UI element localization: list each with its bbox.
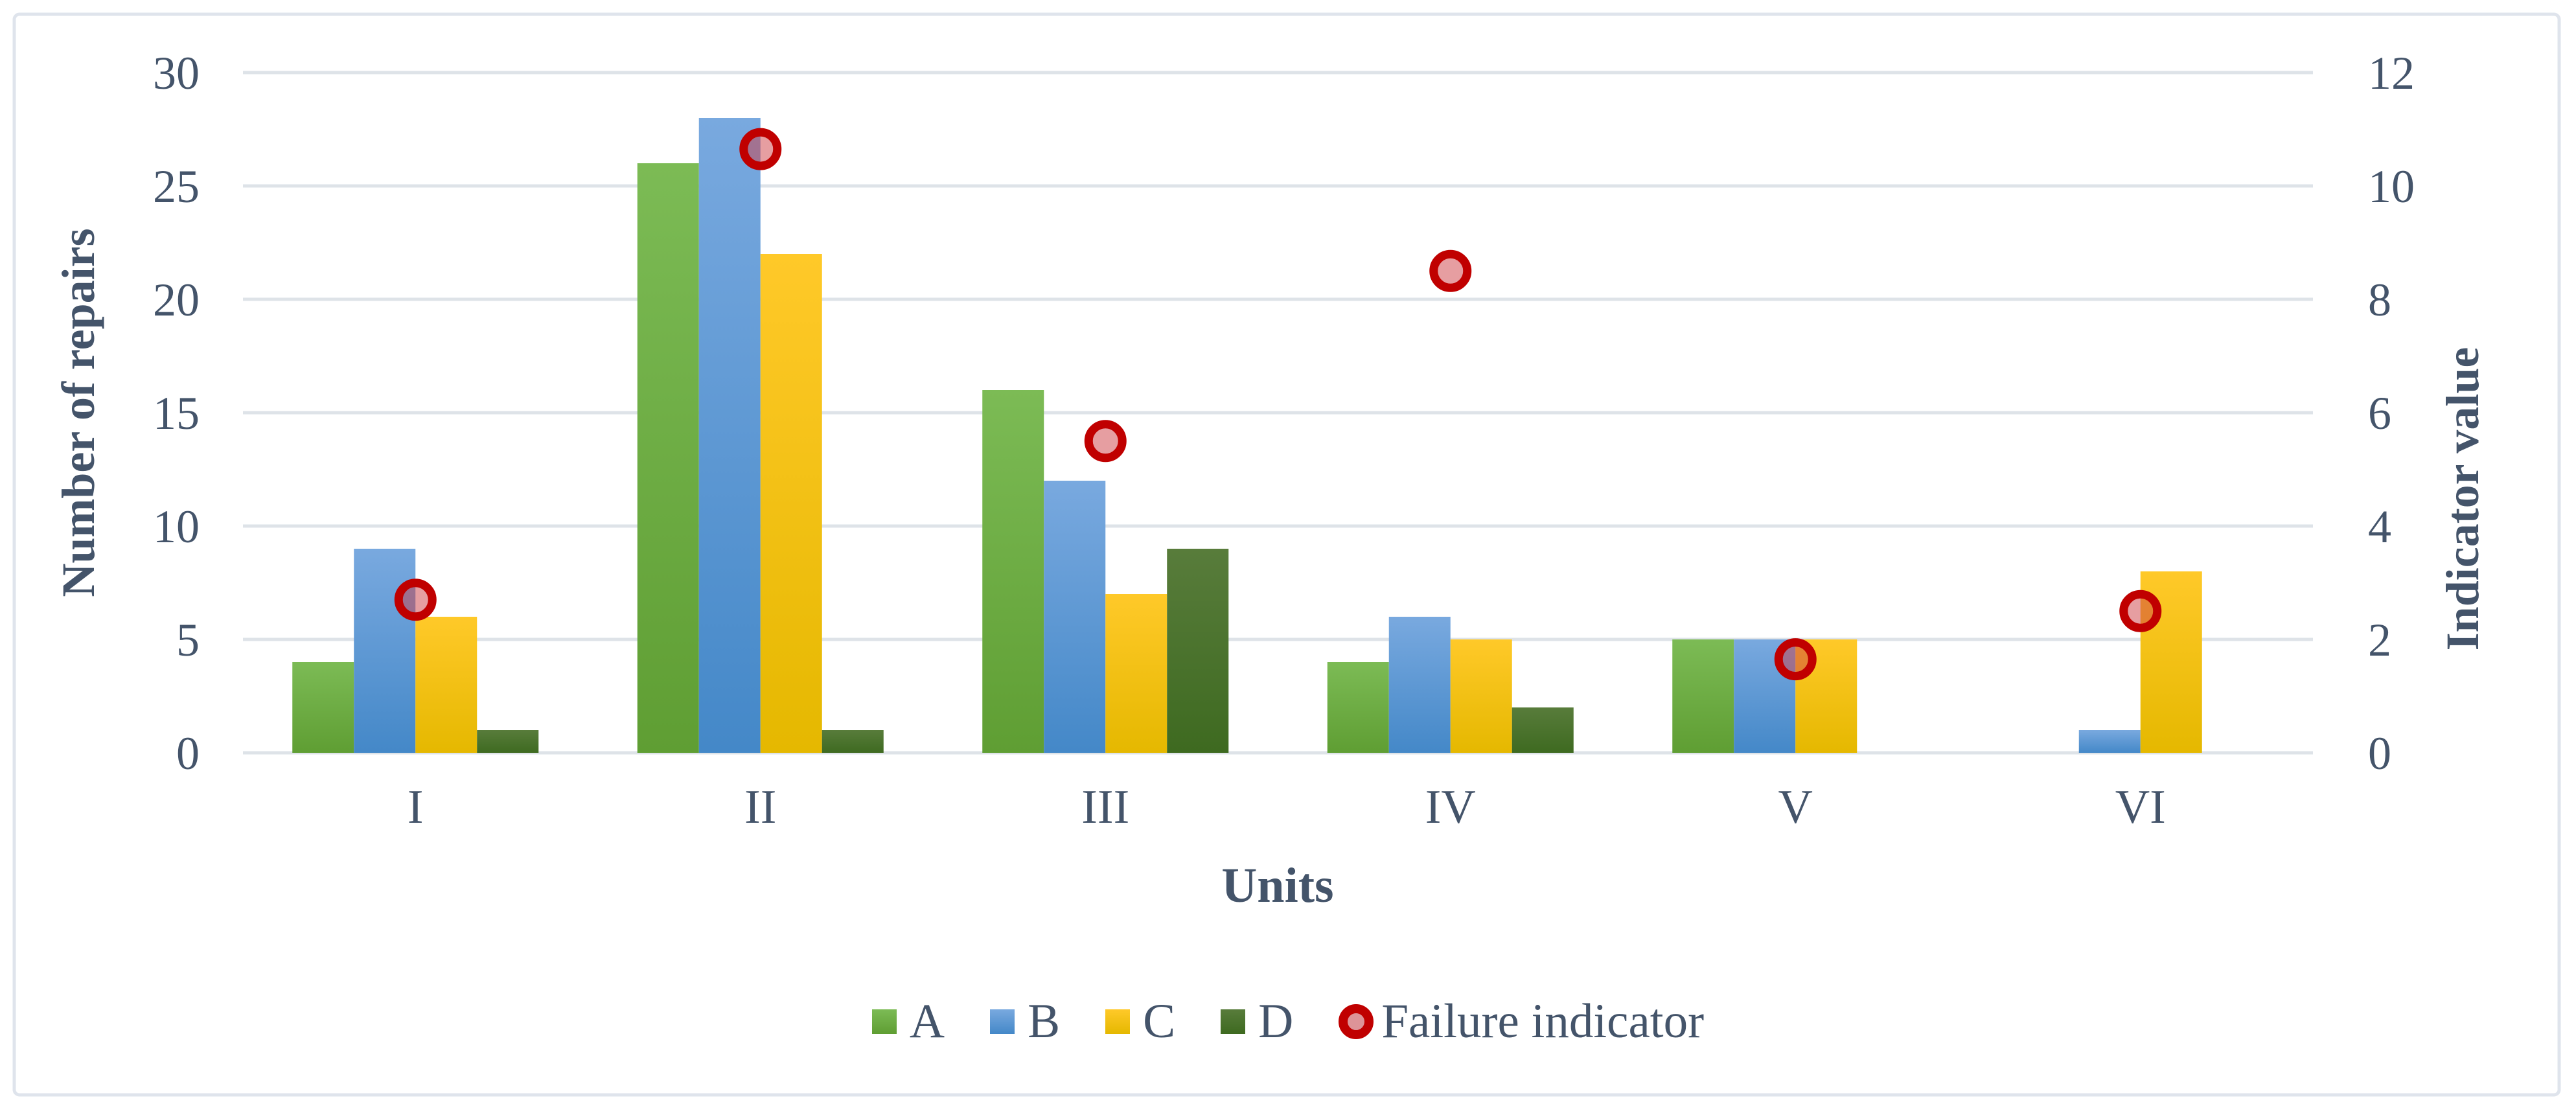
legend-label-b: B bbox=[1028, 994, 1061, 1048]
right-axis-tick-6: 6 bbox=[2368, 387, 2391, 439]
bar-B-VI bbox=[2078, 730, 2141, 753]
right-axis-tick-4: 4 bbox=[2368, 501, 2391, 553]
right-axis-tick-10: 10 bbox=[2368, 161, 2415, 212]
left-axis-tick-15: 15 bbox=[153, 387, 200, 439]
bar-C-IV bbox=[1450, 639, 1512, 753]
left-axis-tick-0: 0 bbox=[176, 728, 200, 779]
x-axis-label-IV: IV bbox=[1425, 781, 1476, 834]
legend-item-b: B bbox=[990, 994, 1060, 1050]
bar-C-II bbox=[760, 254, 822, 753]
legend-item-d: D bbox=[1221, 994, 1293, 1050]
failure-indicator-point-V bbox=[1774, 638, 1817, 681]
left-axis-tick-25: 25 bbox=[153, 161, 200, 212]
right-axis-tick-2: 2 bbox=[2368, 614, 2391, 666]
legend-label-failure-indicator: Failure indicator bbox=[1381, 994, 1705, 1048]
failure-indicator-point-IV bbox=[1429, 249, 1472, 292]
bar-C-I bbox=[415, 617, 477, 753]
left-axis-tick-30: 30 bbox=[153, 47, 200, 99]
legend-item-failure-indicator: Failure indicator bbox=[1339, 994, 1704, 1050]
x-axis-category-labels: I II III IV V VI bbox=[408, 781, 2166, 834]
bar-A-I bbox=[292, 662, 354, 753]
legend-label-a: A bbox=[909, 994, 945, 1048]
left-axis-tick-10: 10 bbox=[153, 501, 200, 553]
right-axis-tick-0: 0 bbox=[2368, 728, 2391, 779]
x-axis-label-VI: VI bbox=[2115, 781, 2166, 834]
failure-indicator-point-II bbox=[739, 128, 782, 170]
right-axis-tick-labels: 0 2 4 6 8 10 12 bbox=[2368, 47, 2415, 779]
right-axis-tick-12: 12 bbox=[2368, 47, 2415, 99]
left-axis-tick-20: 20 bbox=[153, 274, 200, 326]
right-axis-title: Indicator value bbox=[2437, 347, 2489, 651]
left-axis-title: Number of repairs bbox=[52, 228, 104, 597]
legend-item-a: A bbox=[871, 994, 945, 1050]
bar-C-III bbox=[1105, 594, 1167, 753]
right-axis-tick-8: 8 bbox=[2368, 274, 2391, 326]
legend-swatch-d bbox=[1221, 1009, 1246, 1034]
bar-D-III bbox=[1167, 549, 1229, 753]
x-axis-label-I: I bbox=[408, 781, 424, 834]
failure-indicator-point-III bbox=[1084, 420, 1127, 463]
legend-label-c: C bbox=[1143, 994, 1176, 1048]
legend: A B C D Failure indicator bbox=[0, 973, 2576, 1070]
failure-indicator-series bbox=[394, 128, 2162, 681]
legend-swatch-a bbox=[871, 1009, 897, 1034]
legend-swatch-b bbox=[990, 1009, 1015, 1034]
left-axis-tick-5: 5 bbox=[176, 614, 200, 666]
bar-series-group bbox=[292, 118, 2202, 753]
gridlines bbox=[243, 71, 2313, 755]
legend-label-d: D bbox=[1258, 994, 1294, 1048]
bar-D-I bbox=[477, 730, 539, 753]
bar-B-III bbox=[1044, 481, 1106, 753]
legend-item-c: C bbox=[1105, 994, 1175, 1050]
bar-A-IV bbox=[1327, 662, 1389, 753]
x-axis-label-III: III bbox=[1081, 781, 1129, 834]
bar-A-II bbox=[637, 163, 699, 753]
bar-A-V bbox=[1672, 639, 1734, 753]
x-axis-title: Units bbox=[1221, 858, 1333, 913]
bar-D-II bbox=[822, 730, 884, 753]
bar-B-IV bbox=[1388, 617, 1451, 753]
bar-A-III bbox=[982, 390, 1044, 753]
x-axis-label-II: II bbox=[744, 781, 776, 834]
bar-D-IV bbox=[1512, 707, 1574, 753]
left-axis-tick-labels: 0 5 10 15 20 25 30 bbox=[153, 47, 200, 779]
failure-indicator-point-I bbox=[394, 579, 437, 621]
legend-swatch-c bbox=[1105, 1009, 1131, 1034]
bar-B-II bbox=[698, 118, 761, 753]
legend-marker-failure-indicator bbox=[1339, 1004, 1374, 1039]
bar-B-I bbox=[354, 549, 416, 753]
failure-indicator-point-VI bbox=[2119, 590, 2162, 632]
x-axis-label-V: V bbox=[1778, 781, 1813, 834]
